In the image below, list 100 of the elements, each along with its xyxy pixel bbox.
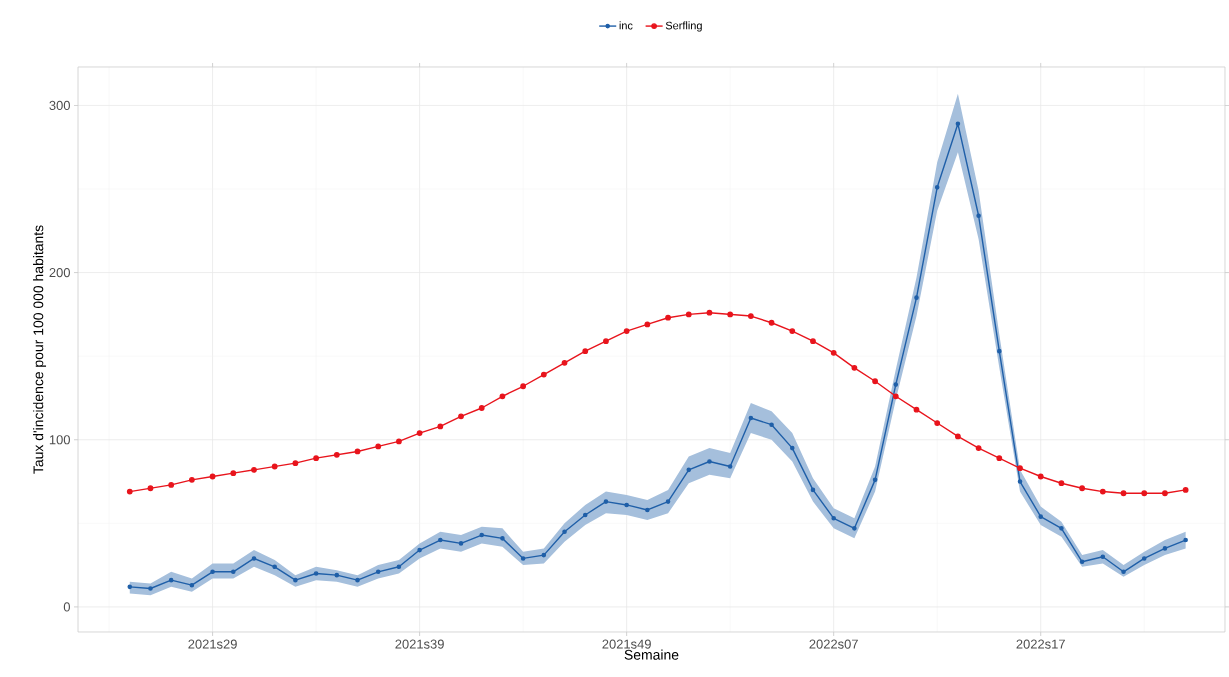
point	[830, 349, 837, 356]
point	[1121, 569, 1126, 575]
point	[541, 552, 547, 558]
point	[293, 577, 298, 583]
point	[1038, 514, 1044, 519]
point	[375, 569, 381, 575]
y-tick-label: 100	[49, 435, 70, 445]
point	[437, 423, 444, 430]
point	[872, 378, 878, 385]
point	[313, 455, 319, 462]
point	[479, 532, 485, 538]
point	[561, 359, 568, 366]
point	[748, 415, 754, 421]
point	[892, 393, 899, 400]
point	[747, 313, 754, 319]
point	[478, 405, 485, 411]
y-axis-title: Taux d'incidence pour 100 000 habitants	[33, 225, 47, 474]
point	[769, 422, 774, 428]
point	[127, 584, 133, 590]
legend-label: inc	[619, 21, 633, 30]
point	[1079, 485, 1086, 492]
point	[789, 328, 796, 334]
point	[934, 420, 941, 426]
point	[458, 413, 464, 420]
point	[210, 569, 215, 575]
point	[520, 383, 527, 390]
point	[1120, 490, 1127, 497]
point	[955, 433, 961, 440]
point	[706, 309, 713, 316]
x-tick-label: 2021s49	[602, 639, 651, 649]
point	[852, 526, 857, 531]
point	[126, 488, 133, 495]
point	[623, 328, 630, 334]
point	[292, 460, 299, 467]
x-tick-label: 2022s17	[1016, 639, 1065, 649]
point	[727, 464, 733, 469]
point	[416, 430, 423, 436]
point	[727, 311, 734, 318]
point	[789, 445, 795, 451]
point	[810, 487, 816, 493]
point	[603, 499, 609, 504]
point	[168, 577, 174, 583]
point	[582, 348, 589, 355]
point	[334, 572, 340, 578]
point	[997, 348, 1002, 354]
x-tick-label: 2022s07	[809, 639, 858, 649]
point	[810, 338, 816, 345]
point	[1182, 487, 1189, 493]
point	[189, 582, 195, 588]
point	[188, 476, 195, 483]
point	[251, 556, 257, 561]
point	[499, 393, 506, 400]
point	[665, 314, 671, 321]
point	[686, 467, 692, 473]
point	[644, 321, 651, 328]
y-tick-label: 200	[49, 268, 70, 278]
point	[624, 502, 629, 508]
point	[1183, 537, 1188, 543]
point	[1058, 480, 1065, 487]
point	[707, 459, 712, 464]
point	[355, 577, 360, 583]
point	[1099, 488, 1106, 495]
point	[1059, 526, 1064, 531]
point	[851, 364, 858, 371]
point	[168, 481, 175, 488]
point	[354, 448, 361, 455]
point	[768, 319, 775, 326]
point	[396, 564, 402, 570]
point	[230, 569, 236, 575]
point	[975, 445, 982, 452]
point	[996, 455, 1003, 462]
point	[562, 529, 567, 534]
y-tick-label: 0	[63, 602, 70, 612]
point	[540, 371, 547, 378]
point	[645, 507, 650, 513]
point	[1100, 554, 1106, 560]
y-tick-label: 300	[49, 100, 70, 111]
point	[272, 564, 277, 570]
point	[934, 185, 940, 190]
point	[147, 485, 154, 492]
point	[520, 556, 526, 561]
point	[913, 406, 920, 413]
point	[375, 443, 382, 450]
point	[1162, 490, 1168, 497]
point	[271, 463, 278, 470]
point	[396, 438, 402, 445]
point	[230, 470, 237, 477]
point	[1141, 490, 1148, 497]
x-tick-label: 2021s29	[188, 639, 237, 649]
legend-label: Serfling	[665, 21, 702, 32]
point	[1037, 473, 1044, 480]
point	[914, 295, 919, 300]
point	[603, 338, 609, 345]
point	[872, 477, 878, 483]
point	[333, 451, 340, 458]
point	[313, 571, 319, 576]
point	[251, 466, 257, 473]
point	[893, 382, 899, 387]
x-axis-title: Semaine	[624, 649, 679, 660]
point	[955, 121, 961, 127]
